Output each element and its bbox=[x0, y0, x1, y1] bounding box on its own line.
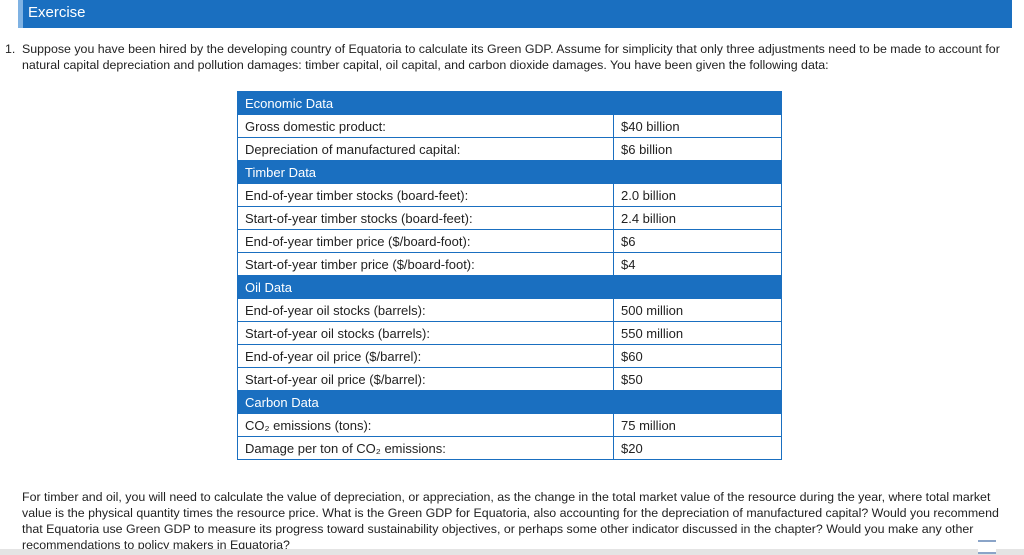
section-title: Timber Data bbox=[237, 160, 782, 184]
row-label: End-of-year oil stocks (barrels): bbox=[237, 298, 614, 322]
section-title: Economic Data bbox=[237, 91, 782, 115]
data-row: End-of-year timber stocks (board-feet): 2… bbox=[237, 183, 782, 207]
row-value: 2.0 billion bbox=[613, 183, 782, 207]
data-row: Depreciation of manufactured capital: $6 … bbox=[237, 137, 782, 161]
data-row: Start-of-year oil stocks (barrels): 550 m… bbox=[237, 321, 782, 345]
data-row: End-of-year timber price ($/board-foot):… bbox=[237, 229, 782, 253]
footer-text: For timber and oil, you will need to cal… bbox=[22, 490, 999, 552]
row-value: $50 bbox=[613, 367, 782, 391]
row-value: 550 million bbox=[613, 321, 782, 345]
row-label: Gross domestic product: bbox=[237, 114, 614, 138]
row-label: End-of-year timber stocks (board-feet): bbox=[237, 183, 614, 207]
row-label: CO₂ emissions (tons): bbox=[237, 413, 614, 437]
row-label: Start-of-year timber stocks (board-feet)… bbox=[237, 206, 614, 230]
section-row: Economic Data bbox=[237, 91, 782, 115]
header-title: Exercise bbox=[28, 4, 86, 21]
row-value: $4 bbox=[613, 252, 782, 276]
row-label: Start-of-year oil price ($/barrel): bbox=[237, 367, 614, 391]
data-row: Start-of-year timber stocks (board-feet)… bbox=[237, 206, 782, 230]
data-row: Start-of-year timber price ($/board-foot… bbox=[237, 252, 782, 276]
bottom-bar bbox=[0, 549, 1024, 555]
row-label: Depreciation of manufactured capital: bbox=[237, 137, 614, 161]
data-row: End-of-year oil stocks (barrels): 500 mil… bbox=[237, 298, 782, 322]
row-value: 2.4 billion bbox=[613, 206, 782, 230]
row-value: $40 billion bbox=[613, 114, 782, 138]
header-bar: Exercise bbox=[18, 0, 1012, 28]
row-label: End-of-year oil price ($/barrel): bbox=[237, 344, 614, 368]
section-row: Oil Data bbox=[237, 275, 782, 299]
row-value: 75 million bbox=[613, 413, 782, 437]
data-row: Start-of-year oil price ($/barrel): $50 bbox=[237, 367, 782, 391]
section-title: Carbon Data bbox=[237, 390, 782, 414]
row-value: $60 bbox=[613, 344, 782, 368]
row-value: 500 million bbox=[613, 298, 782, 322]
section-row: Carbon Data bbox=[237, 390, 782, 414]
data-row: CO₂ emissions (tons): 75 million bbox=[237, 413, 782, 437]
data-row: Damage per ton of CO₂ emissions: $20 bbox=[237, 436, 782, 460]
row-value: $6 billion bbox=[613, 137, 782, 161]
menu-icon[interactable] bbox=[978, 540, 996, 554]
question-number: 1. bbox=[5, 42, 16, 56]
section-row: Timber Data bbox=[237, 160, 782, 184]
row-value: $20 bbox=[613, 436, 782, 460]
header-accent bbox=[18, 0, 23, 28]
data-table: Economic Data Gross domestic product: $40 … bbox=[237, 91, 782, 460]
data-row: Gross domestic product: $40 billion bbox=[237, 114, 782, 138]
row-label: End-of-year timber price ($/board-foot): bbox=[237, 229, 614, 253]
row-label: Damage per ton of CO₂ emissions: bbox=[237, 436, 614, 460]
data-row: End-of-year oil price ($/barrel): $60 bbox=[237, 344, 782, 368]
section-title: Oil Data bbox=[237, 275, 782, 299]
row-label: Start-of-year timber price ($/board-foot… bbox=[237, 252, 614, 276]
row-value: $6 bbox=[613, 229, 782, 253]
question-text: Suppose you have been hired by the devel… bbox=[22, 42, 1000, 72]
row-label: Start-of-year oil stocks (barrels): bbox=[237, 321, 614, 345]
